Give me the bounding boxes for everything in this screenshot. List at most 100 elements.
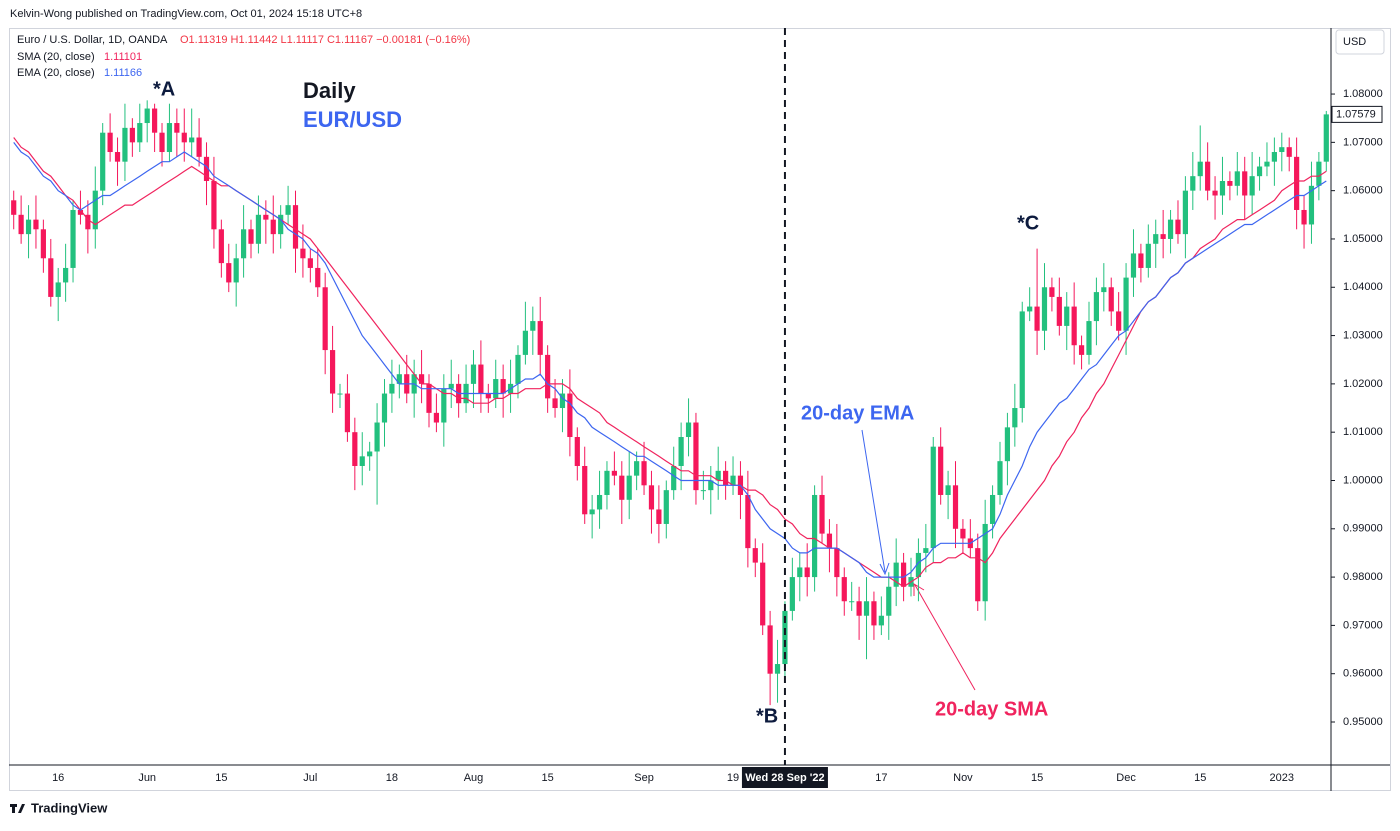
candle-body <box>774 664 781 674</box>
candle-body <box>189 137 195 143</box>
candle-body <box>11 200 17 215</box>
candle-body <box>812 494 818 578</box>
brand-logo <box>10 804 25 813</box>
x-tick-label: Dec <box>1116 772 1136 784</box>
y-tick-label: 0.96000 <box>1343 668 1383 680</box>
candle-body <box>1056 296 1062 326</box>
x-tick-label: 19 <box>727 772 739 784</box>
candle-body <box>634 461 640 476</box>
candle-body <box>248 229 254 244</box>
candle-body <box>1064 306 1070 326</box>
x-tick-label: 16 <box>52 772 64 784</box>
candle-body <box>270 219 276 235</box>
x-tick-label: Aug <box>464 772 484 784</box>
candle-body <box>278 214 284 235</box>
candle-body <box>1041 287 1048 331</box>
candle-body <box>144 108 150 124</box>
candle-body <box>515 354 521 384</box>
candle-body <box>819 494 825 534</box>
candle-body <box>107 132 113 153</box>
candle-body <box>226 263 232 283</box>
candle-body <box>1323 114 1329 162</box>
x-tick-label: Sep <box>634 772 654 784</box>
candle-body <box>85 214 91 230</box>
candle-body <box>849 601 855 603</box>
currency-button[interactable] <box>1335 29 1385 55</box>
candle-body <box>92 190 98 230</box>
candle-body <box>389 383 395 394</box>
candle-body <box>1249 176 1255 196</box>
annotation: *A <box>153 78 175 100</box>
candle-body <box>1205 161 1211 191</box>
candle-body <box>77 209 84 215</box>
candle-body <box>255 214 262 244</box>
y-tick-label: 1.00000 <box>1343 474 1383 486</box>
candle-body <box>48 258 54 297</box>
candle-body <box>559 393 566 409</box>
y-tick-label: 1.02000 <box>1343 378 1383 390</box>
candle-body <box>745 494 751 549</box>
y-tick-label: 1.07000 <box>1343 136 1383 148</box>
candle-body <box>114 152 121 162</box>
candle-body <box>708 480 714 491</box>
candle-body <box>648 485 655 510</box>
x-tick-label: 15 <box>542 772 554 784</box>
candle-body <box>426 383 432 413</box>
candle-body <box>1034 306 1040 331</box>
x-tick-label: Nov <box>953 772 973 784</box>
candle-body <box>611 470 617 476</box>
candle-body <box>641 461 647 486</box>
candle-body <box>63 267 69 283</box>
annotation: EUR/USD <box>303 107 402 132</box>
candle-body <box>804 567 810 578</box>
indicator-line <box>13 142 1327 578</box>
candle-body <box>900 562 907 587</box>
candle-body <box>656 509 662 524</box>
candle-body <box>589 509 595 515</box>
candle-body <box>700 490 706 492</box>
crosshair-label-box <box>741 767 828 788</box>
candle-body <box>1279 147 1285 153</box>
candle-body <box>619 475 625 500</box>
candle-body <box>1227 180 1233 186</box>
candle-body <box>1027 306 1033 312</box>
candle-body <box>166 123 173 153</box>
candle-body <box>478 364 484 394</box>
legend-sma-value: 1.11101 <box>104 51 142 63</box>
candle-body <box>938 446 944 495</box>
candle-body <box>493 379 499 399</box>
x-tick-label: 15 <box>1194 772 1206 784</box>
candle-body <box>470 364 477 384</box>
last-price-label: 1.07579 <box>1336 108 1376 120</box>
candle-body <box>678 437 684 466</box>
currency[interactable]: USD <box>1343 36 1366 48</box>
arrow <box>913 583 976 691</box>
symbol: Euro / U.S. Dollar, 1D, OANDA <box>17 34 168 46</box>
y-tick-label: 0.98000 <box>1343 571 1383 583</box>
candle-body <box>307 258 313 268</box>
candle-body <box>1049 287 1055 297</box>
candle-body <box>1242 171 1248 196</box>
candle-body <box>997 461 1003 495</box>
candle-body <box>1286 147 1292 157</box>
candle-body <box>218 229 224 264</box>
candle-body <box>834 548 840 578</box>
candle-body <box>174 123 180 133</box>
candle-body <box>871 601 877 626</box>
candle-body <box>1086 321 1092 355</box>
candle-body <box>1264 161 1270 167</box>
candle-body <box>485 393 491 399</box>
candle-body <box>500 379 506 394</box>
candle-body <box>441 388 447 423</box>
candle-body <box>1308 185 1315 225</box>
candle-body <box>1219 180 1226 196</box>
y-tick-label: 1.04000 <box>1343 281 1383 293</box>
candle-body <box>292 205 299 249</box>
candle-body <box>396 374 402 384</box>
candle-body <box>878 615 884 626</box>
candle-body <box>923 548 929 553</box>
candle-body <box>1212 190 1218 196</box>
candle-body <box>530 321 536 331</box>
candle-body <box>960 528 966 539</box>
